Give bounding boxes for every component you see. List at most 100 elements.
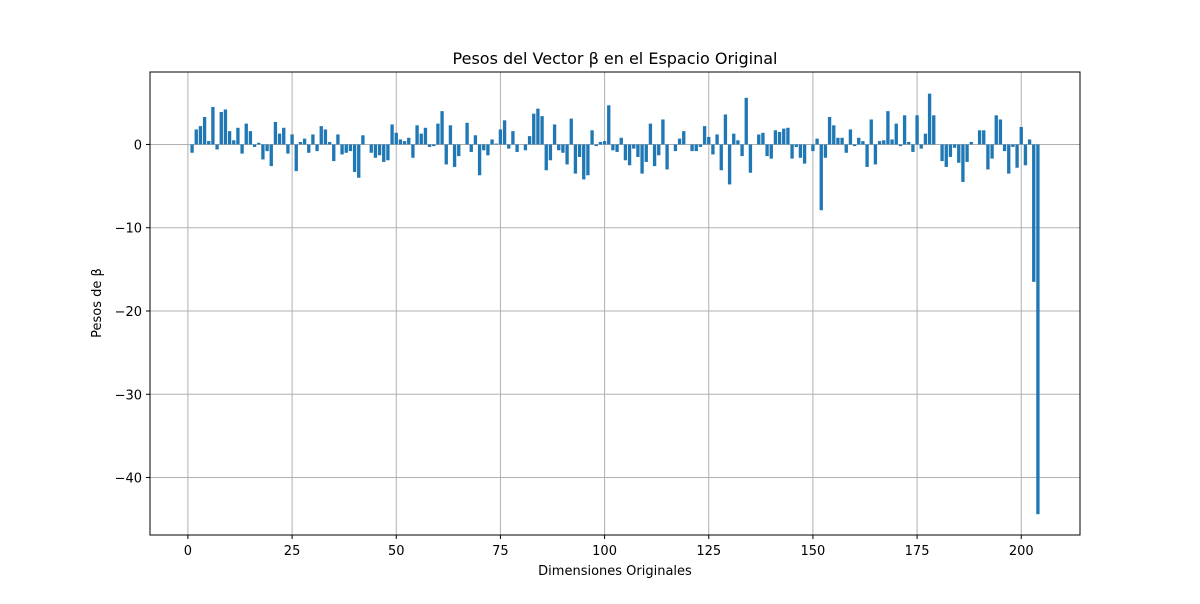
bar [311, 134, 314, 144]
bar [861, 141, 864, 144]
bar [203, 117, 206, 144]
bar [911, 144, 914, 151]
bar [245, 124, 248, 145]
bar [190, 144, 193, 152]
bar [778, 132, 781, 144]
bar [890, 139, 893, 144]
bar [586, 144, 589, 175]
bar [345, 144, 348, 152]
bar [707, 137, 710, 144]
bar [865, 144, 868, 166]
bar [574, 144, 577, 173]
bar [724, 114, 727, 144]
bar [411, 144, 414, 157]
bar [978, 130, 981, 144]
bar [786, 128, 789, 145]
bar [415, 125, 418, 144]
bar [1024, 144, 1027, 165]
bar [603, 141, 606, 144]
bar [557, 144, 560, 150]
bar [945, 144, 948, 166]
bar [799, 144, 802, 157]
bar [399, 139, 402, 144]
bar [357, 144, 360, 177]
bar [590, 130, 593, 144]
bar [486, 144, 489, 155]
bar [565, 144, 568, 164]
bar [757, 134, 760, 144]
bar [353, 144, 356, 171]
bar [440, 111, 443, 144]
bar [849, 129, 852, 144]
bar [232, 140, 235, 144]
bar [532, 114, 535, 145]
bar [1003, 144, 1006, 151]
bar [220, 112, 223, 144]
x-tick-label: 100 [592, 544, 617, 559]
bar [1032, 144, 1035, 281]
bar [903, 115, 906, 144]
bar [803, 144, 806, 163]
bar [228, 131, 231, 144]
bar [611, 144, 614, 150]
bar [607, 105, 610, 144]
bar [820, 144, 823, 210]
x-tick-label: 75 [492, 544, 509, 559]
y-axis-label: Pesos de β [90, 268, 105, 338]
bar [940, 144, 943, 161]
bar [445, 144, 448, 164]
bar [211, 107, 214, 144]
bar [1011, 144, 1014, 146]
bar [303, 139, 306, 145]
bar [499, 129, 502, 144]
bar [449, 125, 452, 144]
bar [682, 131, 685, 144]
bar [195, 129, 198, 144]
bar [853, 144, 856, 146]
x-tick-label: 200 [1009, 544, 1034, 559]
bar [782, 129, 785, 145]
bar [340, 144, 343, 154]
bar [290, 134, 293, 144]
bar [674, 144, 677, 151]
y-tick-label: −40 [115, 472, 142, 487]
bar [899, 144, 902, 146]
bar [511, 131, 514, 144]
bar [928, 94, 931, 145]
bar [657, 144, 660, 155]
chart-title: Pesos del Vector β en el Espacio Origina… [453, 49, 778, 68]
bar [915, 115, 918, 144]
bar [907, 142, 910, 144]
bar [582, 144, 585, 179]
bar [720, 144, 723, 170]
x-tick-label: 175 [905, 544, 930, 559]
bar [878, 141, 881, 144]
bar [990, 144, 993, 158]
bar [282, 128, 285, 145]
y-tick-label: −10 [115, 222, 142, 237]
bar [1036, 144, 1039, 514]
bar [703, 126, 706, 144]
bar [1015, 144, 1018, 167]
bar [920, 144, 923, 148]
bar [432, 144, 435, 146]
bar [645, 144, 648, 161]
x-tick-label: 150 [801, 544, 826, 559]
bar [507, 144, 510, 148]
bar [711, 144, 714, 154]
bar [524, 144, 527, 150]
bar [1020, 127, 1023, 144]
bar [278, 134, 281, 145]
bar [624, 144, 627, 160]
bar [615, 144, 618, 151]
bar [1028, 139, 1031, 144]
bar [824, 144, 827, 157]
bar [728, 144, 731, 184]
bar [715, 134, 718, 144]
bar [649, 124, 652, 145]
bar [690, 144, 693, 151]
bar [474, 135, 477, 144]
